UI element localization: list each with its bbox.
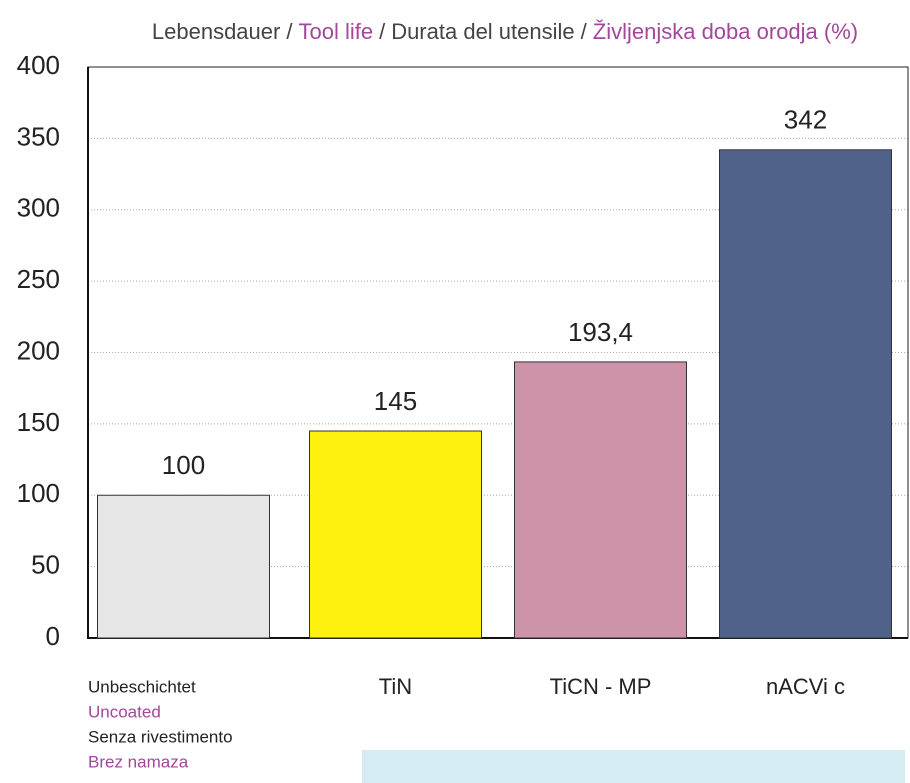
y-tick-label: 200 (17, 335, 60, 365)
y-tick-label: 250 (17, 264, 60, 294)
y-tick-label: 50 (31, 550, 60, 580)
title-separator: / (581, 19, 588, 44)
title-separator: / (379, 19, 386, 44)
x-tick-label: Senza rivestimento (88, 727, 233, 746)
title-part: Durata del utensile (391, 19, 574, 44)
title-part: Lebensdauer (152, 19, 280, 44)
bar (309, 430, 482, 639)
y-tick-label: 300 (17, 193, 60, 223)
x-tick-label: nACVi c (766, 674, 845, 699)
title-part: Tool life (298, 19, 373, 44)
value-label: 145 (374, 386, 417, 416)
bar (514, 361, 687, 639)
x-tick-label: Unbeschichtet (88, 677, 196, 696)
y-tick-label: 150 (17, 407, 60, 437)
bar (97, 494, 270, 639)
x-tick-label: Uncoated (88, 702, 161, 721)
value-label: 100 (162, 450, 205, 480)
info-box (362, 750, 905, 783)
x-tick-label: TiCN - MP (550, 674, 652, 699)
value-label: 342 (784, 105, 827, 135)
title-separator: / (286, 19, 293, 44)
y-tick-label: 350 (17, 121, 60, 151)
value-label: 193,4 (568, 317, 633, 347)
x-tick-label: Brez namaza (88, 752, 189, 771)
x-tick-label: TiN (379, 674, 412, 699)
title-part: Življenjska doba orodja (%) (593, 19, 858, 44)
y-tick-label: 100 (17, 478, 60, 508)
chart-title: Lebensdauer / Tool life / Durata del utensil… (152, 19, 858, 44)
bar (719, 149, 892, 639)
y-tick-label: 400 (17, 50, 60, 80)
y-tick-label: 0 (46, 621, 60, 651)
